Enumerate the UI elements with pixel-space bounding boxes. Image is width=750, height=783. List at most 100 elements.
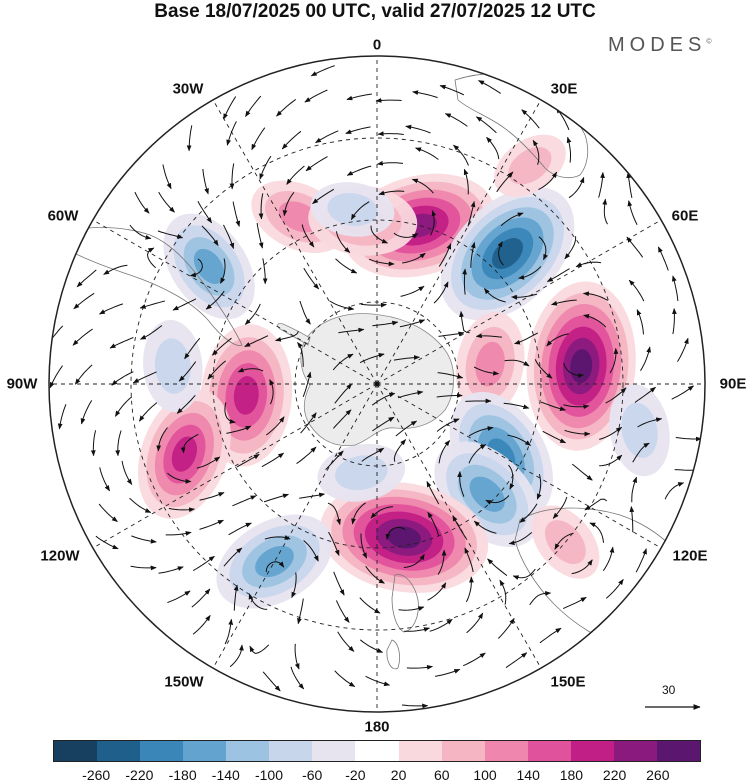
streamline-arrow [265, 561, 285, 572]
streamline-arrow [114, 396, 133, 417]
streamline-arrow [538, 171, 558, 191]
colorbar-tick-label: 220 [602, 767, 627, 783]
streamline-arrow [399, 319, 426, 328]
streamline-arrow [334, 670, 356, 688]
streamline-arrow [134, 191, 150, 214]
streamline-arrow [312, 188, 335, 204]
brand-logo: MODES© [608, 34, 712, 57]
streamline-arrow [514, 332, 539, 345]
streamline-arrow [180, 433, 199, 454]
streamline-arrow [205, 290, 225, 310]
streamline-arrow [303, 540, 319, 562]
streamline-arrow [465, 576, 474, 603]
streamline-arrow [563, 362, 584, 379]
streamline-arrow [571, 463, 593, 481]
streamline-arrow [403, 553, 425, 568]
streamline-arrow [138, 402, 158, 422]
streamline-arrow [404, 627, 430, 632]
streamline-arrow [229, 644, 244, 668]
lon-label-60e: 60E [671, 207, 699, 225]
streamline-arrow [635, 548, 647, 573]
streamline-arrow [602, 198, 608, 225]
streamline-arrow [540, 401, 566, 411]
streamline-arrow [427, 511, 439, 536]
streamline-arrow [478, 80, 501, 94]
streamline-arrow [376, 160, 404, 166]
streamline-arrow [139, 300, 165, 309]
colorbar-swatch [355, 741, 399, 761]
streamline-arrow [385, 526, 406, 541]
streamline-arrow [223, 547, 243, 567]
streamline-arrow [345, 126, 371, 134]
colorbar-swatch [527, 741, 571, 761]
streamline-arrow [437, 549, 447, 575]
streamline-arrow [325, 450, 344, 470]
streamline-arrow [464, 547, 474, 573]
streamline-arrow [211, 337, 232, 356]
anomaly-contour [171, 436, 198, 472]
streamline-arrow [675, 436, 702, 442]
streamline-arrow [400, 285, 425, 297]
streamline-arrow [602, 546, 615, 571]
streamline-arrow [300, 412, 317, 434]
streamline-arrow [296, 446, 317, 465]
colorbar-tick-label: -60 [302, 767, 323, 783]
streamline-arrow [503, 402, 530, 409]
streamline-arrow [237, 367, 264, 373]
streamline-arrow [462, 652, 486, 667]
streamline-arrow [672, 308, 677, 335]
streamline-arrow [338, 327, 365, 334]
anomaly-contour [387, 526, 421, 549]
streamline-arrow [95, 535, 119, 550]
colorbar-swatch [226, 741, 270, 761]
streamline-arrow [73, 292, 95, 310]
streamline-arrow [335, 258, 358, 274]
streamline-arrow [167, 472, 192, 484]
streamline-arrow [258, 193, 264, 220]
streamline-arrow [350, 201, 370, 221]
streamline-arrow [329, 300, 355, 311]
lon-label-90e: 90E [719, 375, 747, 393]
streamline-arrow [335, 600, 350, 623]
anomaly-contour [278, 201, 320, 233]
streamline-arrow [398, 606, 425, 611]
streamline-arrow [333, 409, 352, 429]
streamline-arrow [657, 246, 669, 271]
streamline-arrow [192, 555, 215, 572]
streamline-arrow [401, 703, 429, 709]
streamline-arrow [265, 416, 285, 436]
streamline-arrow [632, 442, 650, 463]
streamline-arrow [224, 618, 234, 645]
colorbar-tick-label: 260 [646, 767, 670, 783]
streamline-arrow [111, 371, 134, 386]
colorbar-tick-label: 20 [390, 767, 407, 783]
streamline-arrow [512, 568, 536, 580]
streamline-arrow [157, 230, 184, 239]
streamline-arrow [627, 200, 638, 226]
streamline-arrow [368, 258, 395, 267]
streamline-arrow [184, 337, 201, 360]
streamline-arrow [640, 346, 651, 372]
streamline-arrow [532, 139, 540, 165]
streamline-arrow [158, 191, 175, 213]
streamline-arrow [436, 393, 463, 398]
colorbar-swatch [613, 741, 657, 761]
streamline-arrow [236, 453, 260, 468]
streamline-arrow [291, 572, 297, 599]
anomaly-neg-atlantic-small [310, 182, 395, 237]
streamline-arrow [564, 429, 591, 437]
anomaly-contour [233, 376, 259, 415]
streamline-arrow [519, 503, 538, 523]
streamline-arrow [375, 98, 402, 103]
streamline-arrow [395, 420, 418, 437]
colorbar-tick-label: 180 [559, 767, 584, 783]
streamline-arrow [172, 298, 197, 311]
anomaly-contour [508, 147, 552, 185]
lon-label-30w: 30W [172, 80, 204, 98]
streamline-arrow [370, 506, 394, 519]
anomaly-pos-south-indian [526, 281, 636, 451]
latitude-circle [130, 137, 624, 631]
streamline-arrow [315, 130, 339, 144]
colorbar-tick-label: 140 [516, 767, 540, 783]
streamline-arrow [248, 593, 268, 610]
